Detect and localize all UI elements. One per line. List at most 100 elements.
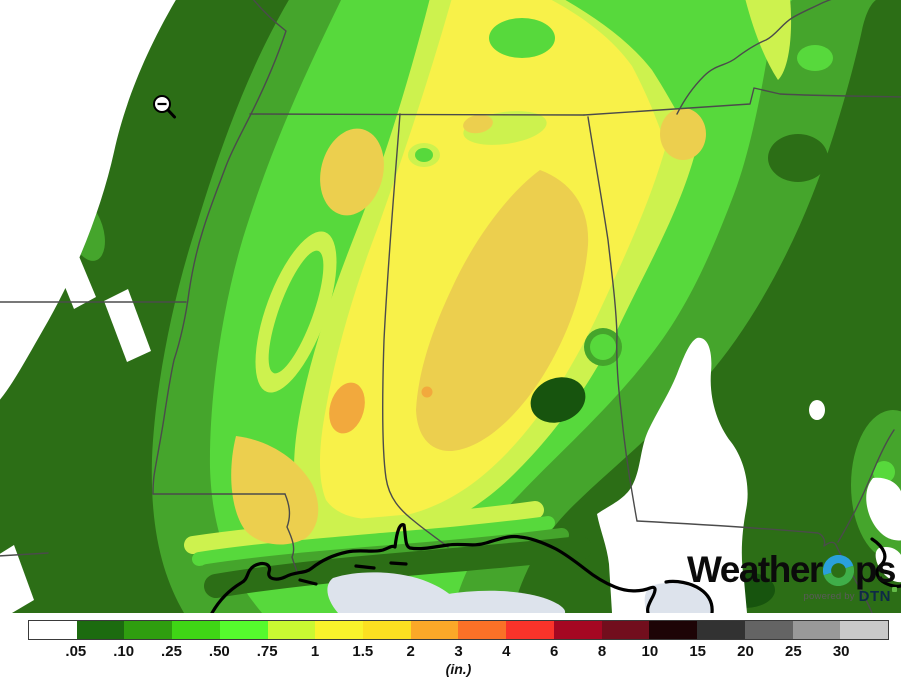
state-border-mississippi-river	[152, 0, 287, 495]
legend-segment	[29, 621, 77, 639]
precip-patch-brightgreen	[415, 148, 433, 162]
precip-patch-golden-coastal	[231, 436, 319, 545]
legend-tick-label: 4	[502, 643, 511, 660]
legend-tick-label: 2	[406, 643, 415, 660]
precip-patch-dry-strip	[60, 142, 84, 178]
legend-segment	[76, 621, 125, 639]
precip-layer-dry-wedge	[0, 0, 176, 400]
legend-segment	[172, 621, 220, 639]
state-border-tennessee-west	[249, 113, 585, 116]
precip-patch-dry-strip	[0, 545, 34, 613]
precip-max-orange	[329, 382, 365, 434]
precip-patch-golden	[660, 108, 706, 160]
legend-tick-label: 25	[784, 643, 802, 660]
precip-patch-brightgreen	[590, 334, 616, 360]
coastline-main	[210, 523, 657, 613]
legend-tick-label: 10	[641, 643, 659, 660]
zoom-out-cursor-icon	[153, 95, 176, 119]
precip-dry-patch	[875, 547, 901, 583]
state-border-pearl-river	[284, 493, 298, 573]
legend-segment	[363, 621, 411, 639]
precip-legend: .05 .10 .25 .50 .75 1 1.5 2 3 4 6 8 10 15 20 25 30 (in.)	[0, 613, 901, 685]
precip-patch-dry-strip	[32, 194, 96, 309]
legend-tick-label: .25	[161, 643, 182, 660]
legend-segment	[649, 621, 698, 639]
dtn-logo: DTN	[859, 587, 897, 604]
brand-text-weather: Weather	[687, 549, 823, 590]
precip-coastal-band	[192, 516, 555, 566]
legend-segment	[601, 621, 650, 639]
dtn-dot-icon	[892, 587, 897, 592]
legend-unit-label: (in.)	[445, 661, 472, 677]
precip-core-darkest-green	[530, 377, 586, 423]
legend-segment	[792, 621, 841, 639]
weatherops-logo: Weather ps	[687, 549, 897, 590]
legend-color-bar	[28, 620, 889, 640]
legend-tick-label: 3	[454, 643, 463, 660]
river-tennessee	[676, 0, 832, 115]
legend-tick-label: .05	[65, 643, 87, 660]
legend-tick-label: .50	[208, 643, 230, 660]
legend-tick-label: 6	[549, 643, 559, 660]
legend-tick-label: 15	[689, 643, 706, 660]
legend-tick-label: 1	[310, 643, 320, 660]
legend-segment	[219, 621, 268, 639]
precip-coastal-band	[200, 528, 569, 578]
legend-segment	[553, 621, 602, 639]
state-border-al-fl	[636, 520, 873, 613]
legend-segment	[410, 621, 459, 639]
precip-layer-east-darkgreen-mass	[512, 0, 901, 613]
precip-max-orange	[421, 386, 433, 398]
legend-segment	[840, 621, 888, 639]
state-borders	[0, 0, 901, 613]
precip-dry-blob-south	[597, 337, 748, 613]
legend-segment	[315, 621, 364, 639]
legend-segment	[124, 621, 173, 639]
precip-dry-patch	[866, 477, 901, 541]
legend-tick-label: .10	[113, 643, 135, 660]
state-border-ms-al	[381, 113, 449, 548]
coastline-florida	[870, 537, 901, 588]
precip-dry-patch	[809, 400, 825, 420]
legend-tick-label: 8	[597, 643, 607, 660]
state-border-la	[0, 552, 49, 557]
precip-patch-golden	[320, 128, 384, 216]
legend-segment	[267, 621, 316, 639]
legend-tick-label: .75	[256, 643, 278, 660]
precip-streak-yellowgreen	[745, 0, 792, 80]
coastline-island	[354, 564, 376, 570]
precip-patch-brightgreen	[268, 250, 324, 374]
precip-patch-darkgreen	[768, 134, 828, 182]
precip-patch-golden	[463, 114, 493, 134]
gulf-coastline	[210, 523, 901, 613]
water-gulf	[327, 572, 461, 613]
powered-by-label: powered by	[803, 591, 855, 602]
state-border-al-ga	[587, 116, 638, 522]
precip-patch-brightgreen	[873, 461, 895, 483]
legend-tick-label: 20	[737, 643, 754, 660]
precip-patch-golden-central	[416, 170, 589, 452]
legend-segment	[697, 621, 745, 639]
coastline-mobile-bay	[664, 579, 714, 613]
coastline-island	[298, 578, 318, 586]
precip-patch-brightgreen	[797, 45, 833, 71]
powered-by-dtn: powered by DTN	[803, 587, 897, 604]
precipitation-map	[0, 0, 901, 613]
brand-text-ps: ps	[854, 549, 897, 590]
map-viewport[interactable]	[0, 0, 901, 613]
water-mobile-bay	[644, 582, 714, 613]
precip-coastal-band	[204, 536, 592, 598]
legend-tick-label: 30	[832, 643, 850, 660]
precip-patch-brightgreen	[489, 18, 555, 58]
precip-patch-dry-strip	[104, 289, 151, 362]
coastline-island	[389, 561, 408, 566]
precip-dry-patch	[604, 508, 638, 540]
weatherops-o-icon	[822, 555, 854, 586]
legend-segment	[458, 621, 507, 639]
legend-tick-label: 1.5	[352, 643, 374, 660]
legend-segment	[506, 621, 554, 639]
water-sound	[438, 590, 566, 613]
state-border-chattahoochee	[837, 429, 895, 543]
precip-coastal-band	[184, 501, 544, 554]
